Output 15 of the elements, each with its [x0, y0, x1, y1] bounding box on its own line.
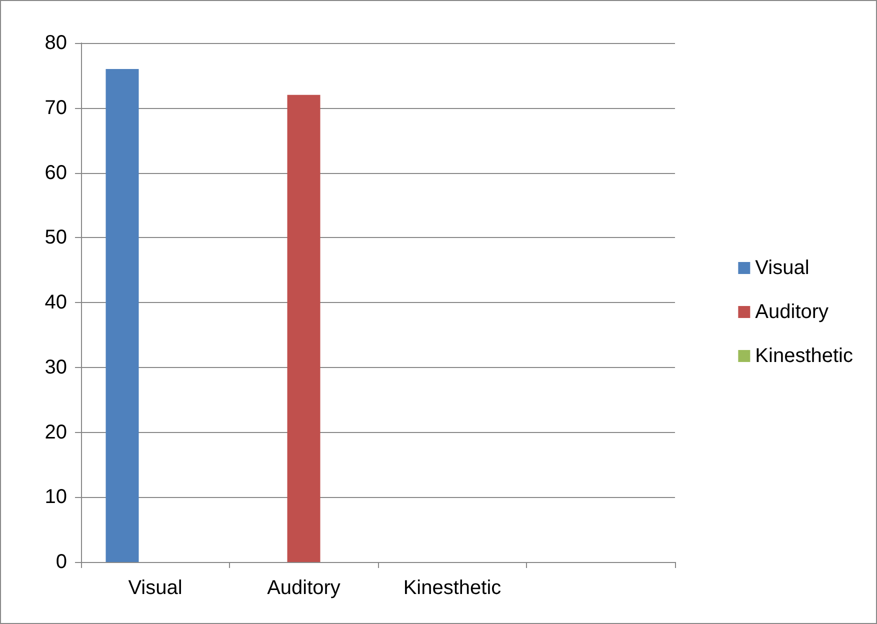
- y-tick-label: 0: [56, 551, 67, 573]
- y-tick-label: 10: [44, 486, 67, 508]
- y-tick-label: 60: [44, 162, 67, 184]
- y-tick-label: 80: [44, 32, 67, 54]
- y-tick-label: 50: [44, 226, 67, 249]
- legend-label: Kinesthetic: [755, 345, 854, 367]
- y-tick-label: 20: [44, 421, 67, 444]
- legend-label: Visual: [755, 257, 810, 279]
- y-tick-label: 30: [44, 356, 67, 378]
- y-tick-label: 40: [44, 292, 67, 314]
- x-tick-label: Auditory: [267, 577, 340, 599]
- x-tick-label: Visual: [128, 577, 182, 599]
- y-tick-label: 70: [44, 96, 67, 119]
- x-tick-label: Kinesthetic: [403, 577, 502, 599]
- legend-label: Auditory: [755, 301, 829, 323]
